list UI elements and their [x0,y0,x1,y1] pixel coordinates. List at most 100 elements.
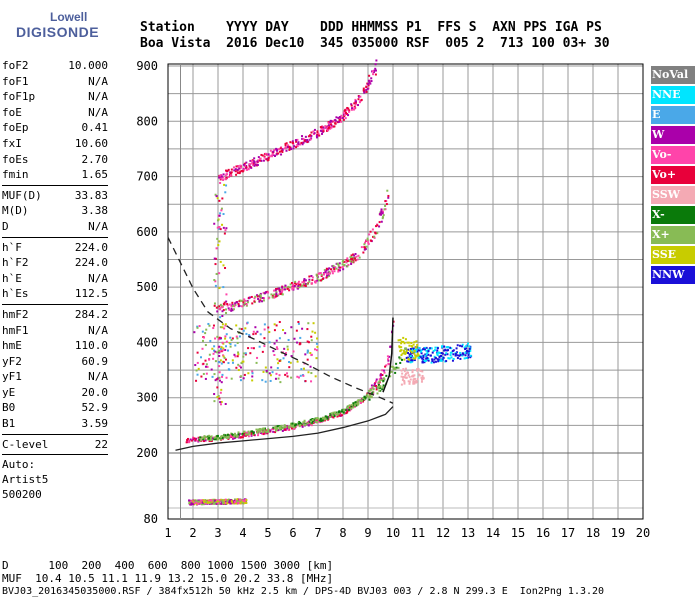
echo-point [295,329,298,332]
echo-point [245,304,248,307]
echo-point [367,79,370,82]
echo-point [404,374,407,377]
echo-point [290,355,293,358]
echo-point [255,361,258,364]
echo-point [359,402,362,405]
echo-point [415,379,418,382]
echo-point [230,499,233,502]
echo-point [311,282,314,285]
echo-point [278,337,281,340]
echo-point [233,353,236,356]
echo-point [226,303,229,306]
echo-point [275,149,278,152]
echo-point [210,439,213,442]
echo-point [409,354,412,357]
echo-point [352,402,355,405]
echo-point [282,427,285,430]
echo-point [421,370,424,373]
echo-point [374,232,377,235]
echo-point [387,359,390,362]
echo-point [218,376,221,379]
echo-point [272,350,275,353]
echo-point [397,366,400,369]
echo-point [414,346,417,349]
echo-point [375,378,378,381]
echo-point [459,344,462,347]
echo-point [466,356,469,359]
echo-point [264,429,267,432]
echo-point [242,304,245,307]
auto-label: Auto: [2,458,36,472]
echo-point [375,225,378,228]
echo-point [276,358,279,361]
echo-point [359,95,362,98]
echo-point [381,386,384,389]
echo-point [352,406,355,409]
echo-point [220,177,223,180]
echo-point [219,307,222,310]
echo-point [327,124,330,127]
echo-point [211,375,214,378]
echo-point [399,338,402,341]
echo-point [320,127,323,130]
echo-point [368,398,371,401]
echo-point [252,431,255,434]
echo-point [417,349,420,352]
echo-point [262,159,265,162]
param-value: 20.0 [81,385,109,399]
echo-point [221,306,224,309]
echo-point [378,385,381,388]
echo-point [276,152,279,155]
echo-point [403,382,406,385]
echo-point [261,379,264,382]
echo-point [285,142,288,145]
echo-point [212,327,215,330]
echo-point [262,433,265,436]
echo-point [202,440,205,443]
echo-point [287,428,290,431]
echo-point [420,349,423,352]
echo-point [330,412,333,415]
echo-point [218,305,221,308]
echo-point [441,356,444,359]
echo-point [221,323,224,326]
echo-point [220,502,223,505]
echo-point [400,375,403,378]
echo-point [297,280,300,283]
echo-point [355,402,358,405]
param-row: foEs 2.70 [2,152,108,168]
echo-point [238,498,241,501]
echo-point [284,146,287,149]
echo-point [245,161,248,164]
echo-point [344,117,347,120]
echo-point [354,259,357,262]
echo-point [220,388,223,391]
echo-point [331,272,334,275]
echo-point [244,501,247,504]
echo-point [197,500,200,503]
echo-point [209,436,212,439]
echo-point [384,200,387,203]
echo-point [421,357,424,360]
param-label: h`F2 [2,256,29,270]
echo-point [236,337,239,340]
echo-point [343,263,346,266]
echo-point [367,84,370,87]
echo-point [302,141,305,144]
echo-point [221,438,224,441]
echo-point [290,424,293,427]
echo-point [217,349,220,352]
echo-point [382,369,385,372]
param-value: N/A [88,74,108,88]
echo-point [333,270,336,273]
echo-point [368,81,371,84]
echo-point [307,322,310,325]
echo-point [267,297,270,300]
echo-point [192,501,195,504]
echo-point [375,380,378,383]
legend-item-x: X- [651,206,695,224]
echo-point [375,384,378,387]
echo-point [224,191,227,194]
trace-tip-line [382,317,394,393]
echo-point [310,335,313,338]
